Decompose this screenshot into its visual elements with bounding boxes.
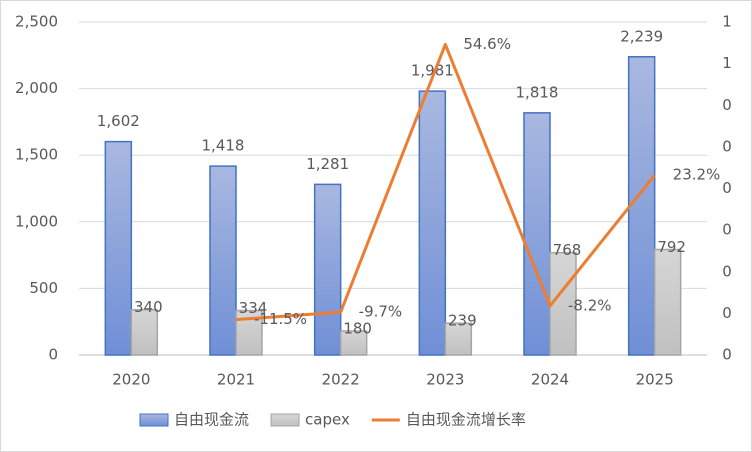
y-tick-label: 2,000 [15, 79, 58, 97]
data-label: 1,281 [306, 155, 349, 173]
y2-tick-label: 0 [722, 221, 732, 239]
data-label: 180 [343, 320, 372, 338]
legend-swatch [270, 413, 300, 427]
data-label: 1,418 [202, 137, 245, 155]
bar [523, 112, 551, 356]
y2-tick-label: 1 [722, 13, 732, 31]
bar [627, 56, 656, 356]
y2-tick-label: 0 [722, 179, 732, 197]
y2-tick-label: 0 [722, 96, 732, 114]
data-label: 54.6% [463, 35, 511, 53]
bar [444, 322, 473, 356]
bar [104, 140, 133, 356]
bar [130, 308, 159, 356]
bar [313, 183, 342, 356]
x-tick-label: 2023 [426, 371, 464, 389]
data-label: 792 [657, 238, 686, 256]
bar [549, 251, 577, 356]
data-label: -11.5% [254, 310, 307, 328]
y2-tick-label: 1 [722, 54, 732, 72]
bar [418, 90, 447, 356]
legend-label: capex [305, 411, 350, 429]
data-label: 340 [134, 298, 163, 316]
data-label: 1,981 [411, 62, 454, 80]
legend-label: 自由现金流增长率 [406, 411, 526, 429]
y2-tick-label: 0 [722, 346, 732, 364]
x-tick-label: 2025 [636, 371, 674, 389]
x-tick-label: 2024 [531, 371, 569, 389]
data-label: 334 [239, 299, 268, 317]
bar [653, 248, 682, 356]
data-label: -8.2% [568, 296, 612, 314]
bar [339, 330, 368, 356]
data-label: 1,602 [97, 112, 140, 130]
line [235, 42, 656, 322]
y-tick-label: 1,000 [15, 212, 58, 230]
legend-swatch [139, 413, 169, 427]
x-tick-label: 2022 [322, 371, 360, 389]
y-tick-label: 1,500 [15, 146, 58, 164]
data-label: -9.7% [359, 303, 403, 321]
y2-tick-label: 0 [722, 137, 732, 155]
y2-tick-label: 0 [722, 304, 732, 322]
data-label: 239 [448, 312, 477, 330]
bar [209, 165, 237, 356]
data-label: 1,818 [516, 83, 559, 101]
data-label: 23.2% [673, 166, 721, 184]
y-tick-label: 2,500 [15, 13, 58, 31]
y-tick-label: 500 [29, 279, 58, 297]
y2-tick-label: 0 [722, 262, 732, 280]
x-tick-label: 2020 [112, 371, 150, 389]
x-tick-label: 2021 [217, 371, 255, 389]
legend-label: 自由现金流 [174, 411, 249, 429]
data-label: 2,239 [620, 27, 663, 45]
y-tick-label: 0 [48, 346, 58, 364]
data-label: 768 [553, 241, 582, 259]
